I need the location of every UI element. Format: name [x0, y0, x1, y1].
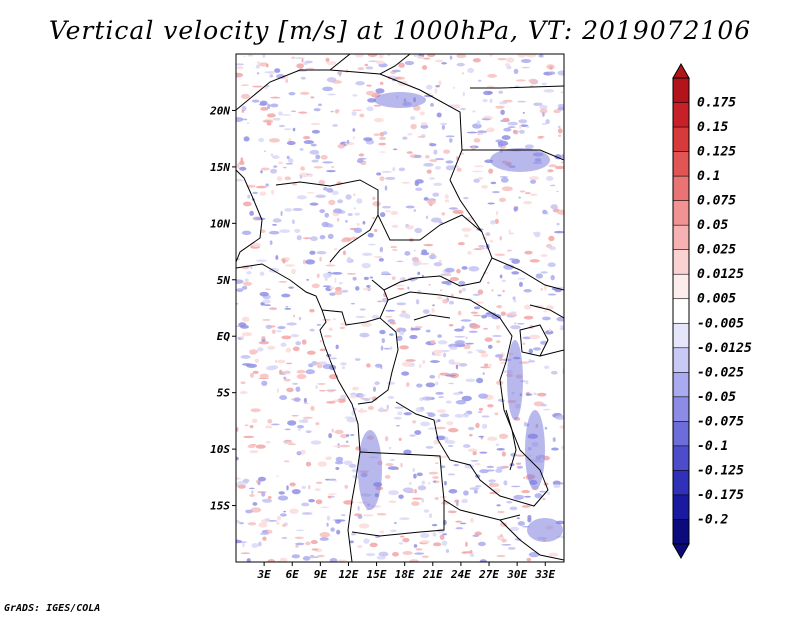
colorbar-swatch [673, 519, 689, 545]
lon-tick-label: 18E [395, 568, 415, 581]
colorbar-swatch [673, 249, 689, 275]
lat-tick-label: 10S [210, 443, 230, 456]
colorbar-label: -0.075 [697, 414, 744, 429]
colorbar-swatch [673, 421, 689, 447]
colorbar-swatch [673, 127, 689, 153]
lon-tick-label: 27E [478, 568, 499, 581]
border-drc [357, 291, 549, 507]
lon-tick-label: 6E [286, 568, 300, 581]
colorbar-label: 0.075 [697, 194, 736, 209]
lon-tick-label: 12E [339, 568, 359, 581]
colorbar-swatch [673, 200, 689, 226]
border-sahel [275, 179, 379, 263]
colorbar-swatch [673, 396, 689, 422]
footer-credit: GrADS: IGES/COLA [4, 603, 101, 614]
lat-tick-label: 15N [210, 161, 230, 174]
colorbar-label: 0.05 [697, 218, 728, 233]
lat-tick-label: 20N [209, 104, 230, 117]
colorbar-swatch [673, 494, 689, 520]
border-north-1 [236, 54, 351, 111]
colorbar-swatch [673, 372, 689, 398]
lon-tick-label: 24E [450, 568, 471, 581]
colorbar-label: -0.05 [697, 390, 736, 405]
lon-tick-label: 9E [314, 568, 328, 581]
border-sudan [449, 149, 564, 233]
lat-tick-label: 10N [210, 217, 230, 230]
chart-title: Vertical velocity [m/s] at 1000hPa, VT: … [48, 16, 752, 45]
colorbar-label: -0.175 [697, 488, 744, 503]
velocity-field [236, 54, 564, 562]
border-zambia [499, 519, 564, 561]
lon-tick-label: 3E [256, 568, 271, 581]
colorbar-bottom-arrow [672, 543, 690, 560]
colorbar-label: -0.125 [697, 463, 744, 478]
colorbar-label: -0.0125 [697, 341, 752, 356]
colorbar-label: -0.1 [697, 439, 728, 454]
border-nile-top [470, 85, 564, 89]
colorbar-swatch [673, 445, 689, 471]
border-north-2 [329, 69, 463, 181]
map-frame [235, 53, 565, 563]
lat-tick-label: 5S [217, 387, 231, 400]
country-borders [236, 54, 564, 562]
lon-tick-label: 30E [506, 568, 527, 581]
colorbar-swatch [673, 470, 689, 496]
colorbar-swatch [673, 347, 689, 373]
colorbar-swatch [673, 78, 689, 104]
colorbar-label: 0.175 [697, 96, 736, 111]
colorbar-frame [672, 77, 690, 545]
colorbar-label: 0.0125 [697, 267, 744, 282]
lake-tanganyika [505, 409, 517, 471]
colorbar-swatch [673, 298, 689, 324]
colorbar-label: 0.125 [697, 145, 736, 160]
colorbar-swatch [673, 151, 689, 177]
lat-tick-label: 15S [210, 500, 230, 513]
river-congo [413, 314, 451, 321]
colorbar-swatch [673, 176, 689, 202]
colorbar-swatch [673, 323, 689, 349]
colorbar-label: 0.025 [697, 243, 736, 258]
colorbar-top-arrow [672, 62, 690, 79]
border-east-2 [529, 304, 564, 357]
lake-victoria [519, 324, 549, 357]
lat-tick-label: 5N [217, 274, 231, 287]
colorbar-label: -0.2 [697, 512, 728, 527]
lat-tick-label: EQ [217, 330, 231, 343]
colorbar-label: 0.15 [697, 120, 728, 135]
longitude-axis: 3E 6E 9E 12E 15E 18E 21E 24E 27E 30E 33E [256, 562, 556, 581]
lon-tick-label: 33E [534, 568, 555, 581]
colorbar-label: -0.005 [697, 316, 744, 331]
colorbar-swatch [673, 225, 689, 251]
border-east [491, 257, 564, 291]
border-north-3 [379, 54, 411, 75]
colorbar-swatch [673, 274, 689, 300]
colorbar: 0.175 0.15 0.125 0.1 0.075 0.05 0.025 0.0125 0.0… [672, 62, 752, 560]
colorbar-label: 0.1 [697, 169, 720, 184]
colorbar-label: 0.005 [697, 292, 736, 307]
lon-tick-label: 15E [367, 568, 387, 581]
lon-tick-label: 21E [422, 568, 443, 581]
west-africa-coastline [236, 169, 361, 562]
colorbar-swatch [673, 102, 689, 128]
colorbar-label: -0.025 [697, 365, 744, 380]
map-panel [235, 53, 565, 563]
border-chad [371, 214, 493, 291]
latitude-axis: 20N 15N 10N 5N EQ 5S 10S 15S [209, 104, 236, 513]
